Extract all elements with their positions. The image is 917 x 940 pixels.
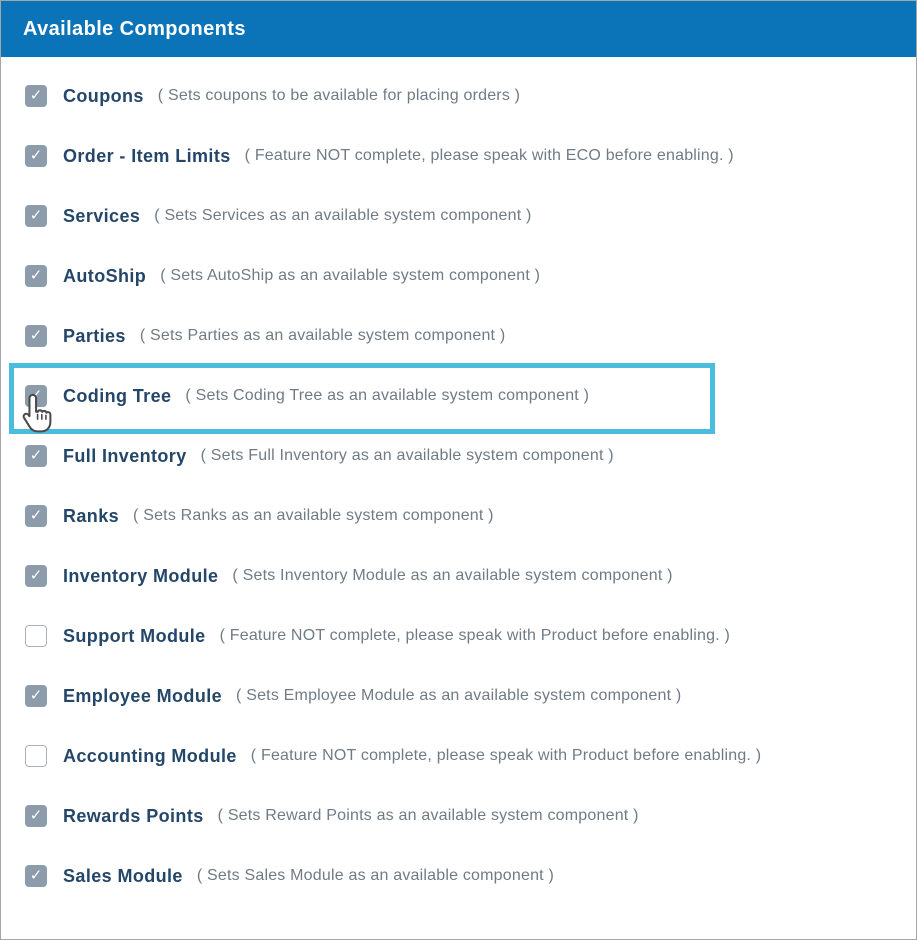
checkmark-icon: ✓ [29, 266, 43, 284]
description-ranks: ( Sets Ranks as an available system comp… [133, 507, 494, 524]
checkbox-coding-tree[interactable]: ✓ [25, 385, 47, 407]
label-parties: Parties [63, 325, 126, 346]
description-inventory-module: ( Sets Inventory Module as an available … [232, 567, 673, 584]
label-ranks: Ranks [63, 505, 120, 526]
description-services: ( Sets Services as an available system c… [154, 207, 532, 224]
label-inventory-module: Inventory Module [63, 565, 219, 586]
component-row-coding-tree: ✓ Coding Tree ( Sets Coding Tree as an a… [1, 366, 916, 426]
label-sales-module: Sales Module [63, 865, 183, 886]
checkmark-icon: ✓ [29, 86, 43, 104]
description-employee-module: ( Sets Employee Module as an available s… [236, 687, 682, 704]
label-autoship: AutoShip [63, 265, 147, 286]
component-row-services: ✓ Services ( Sets Services as an availab… [1, 186, 916, 246]
checkbox-ranks[interactable]: ✓ [25, 505, 47, 527]
checkmark-icon: ✓ [29, 506, 43, 524]
panel-header: Available Components [1, 1, 916, 57]
checkbox-order-item-limits[interactable]: ✓ [25, 145, 47, 167]
checkmark-icon: ✓ [29, 146, 43, 164]
checkmark-icon: ✓ [29, 206, 43, 224]
label-coupons: Coupons [63, 85, 144, 106]
checkbox-rewards-points[interactable]: ✓ [25, 805, 47, 827]
checkbox-employee-module[interactable]: ✓ [25, 685, 47, 707]
panel-title: Available Components [23, 17, 246, 40]
checkmark-icon: ✓ [29, 686, 43, 704]
component-row-ranks: ✓ Ranks ( Sets Ranks as an available sys… [1, 486, 916, 546]
checkmark-icon: ✓ [29, 566, 43, 584]
checkbox-sales-module[interactable]: ✓ [25, 865, 47, 887]
component-row-autoship: ✓ AutoShip ( Sets AutoShip as an availab… [1, 246, 916, 306]
checkbox-coupons[interactable]: ✓ [25, 85, 47, 107]
description-full-inventory: ( Sets Full Inventory as an available sy… [200, 447, 614, 464]
label-support-module: Support Module [63, 625, 206, 646]
label-employee-module: Employee Module [63, 685, 223, 706]
component-row-rewards-points: ✓ Rewards Points ( Sets Reward Points as… [1, 786, 916, 846]
component-row-accounting-module: Accounting Module ( Feature NOT complete… [1, 726, 916, 786]
checkmark-icon: ✓ [29, 386, 43, 404]
label-coding-tree: Coding Tree [63, 385, 172, 406]
checkmark-icon: ✓ [29, 446, 43, 464]
component-row-order-item-limits: ✓ Order - Item Limits ( Feature NOT comp… [1, 126, 916, 186]
description-autoship: ( Sets AutoShip as an available system c… [160, 267, 541, 284]
component-row-parties: ✓ Parties ( Sets Parties as an available… [1, 306, 916, 366]
checkbox-autoship[interactable]: ✓ [25, 265, 47, 287]
component-row-support-module: Support Module ( Feature NOT complete, p… [1, 606, 916, 666]
checkbox-accounting-module[interactable] [25, 745, 47, 767]
checkmark-icon: ✓ [29, 326, 43, 344]
description-parties: ( Sets Parties as an available system co… [139, 327, 506, 344]
description-accounting-module: ( Feature NOT complete, please speak wit… [250, 747, 762, 764]
description-support-module: ( Feature NOT complete, please speak wit… [219, 627, 731, 644]
description-order-item-limits: ( Feature NOT complete, please speak wit… [244, 147, 734, 164]
checkmark-icon: ✓ [29, 806, 43, 824]
label-services: Services [63, 205, 141, 226]
component-row-sales-module: ✓ Sales Module ( Sets Sales Module as an… [1, 846, 916, 906]
checkbox-inventory-module[interactable]: ✓ [25, 565, 47, 587]
component-row-inventory-module: ✓ Inventory Module ( Sets Inventory Modu… [1, 546, 916, 606]
label-rewards-points: Rewards Points [63, 805, 204, 826]
checkmark-icon: ✓ [29, 866, 43, 884]
label-accounting-module: Accounting Module [63, 745, 237, 766]
description-rewards-points: ( Sets Reward Points as an available sys… [217, 807, 639, 824]
label-full-inventory: Full Inventory [63, 445, 187, 466]
description-coding-tree: ( Sets Coding Tree as an available syste… [185, 387, 590, 404]
checkbox-support-module[interactable] [25, 625, 47, 647]
checkbox-parties[interactable]: ✓ [25, 325, 47, 347]
description-coupons: ( Sets coupons to be available for placi… [157, 87, 521, 104]
label-order-item-limits: Order - Item Limits [63, 145, 231, 166]
checkbox-services[interactable]: ✓ [25, 205, 47, 227]
component-row-employee-module: ✓ Employee Module ( Sets Employee Module… [1, 666, 916, 726]
description-sales-module: ( Sets Sales Module as an available comp… [196, 867, 554, 884]
component-row-coupons: ✓ Coupons ( Sets coupons to be available… [1, 66, 916, 126]
checkbox-full-inventory[interactable]: ✓ [25, 445, 47, 467]
component-row-full-inventory: ✓ Full Inventory ( Sets Full Inventory a… [1, 426, 916, 486]
component-list: ✓ Coupons ( Sets coupons to be available… [1, 57, 916, 906]
